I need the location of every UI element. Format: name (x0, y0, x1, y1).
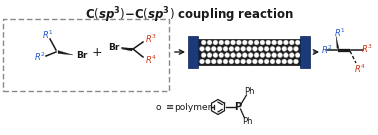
Circle shape (260, 53, 265, 58)
Circle shape (235, 46, 240, 51)
Text: Ph: Ph (244, 87, 255, 97)
Circle shape (237, 40, 242, 45)
Circle shape (277, 53, 282, 58)
Circle shape (242, 40, 247, 45)
Text: o: o (155, 102, 161, 112)
Circle shape (282, 59, 287, 64)
Circle shape (219, 40, 224, 45)
Text: $\equiv$: $\equiv$ (164, 102, 175, 112)
Circle shape (288, 59, 293, 64)
Circle shape (254, 53, 259, 58)
Text: $R^2$: $R^2$ (34, 51, 46, 63)
Circle shape (211, 46, 216, 51)
Text: P: P (234, 102, 241, 112)
Circle shape (235, 59, 240, 64)
Circle shape (253, 46, 257, 51)
Circle shape (223, 59, 228, 64)
Circle shape (289, 53, 294, 58)
Polygon shape (338, 48, 350, 51)
Circle shape (217, 46, 222, 51)
Circle shape (200, 46, 204, 51)
Circle shape (231, 40, 235, 45)
Circle shape (225, 53, 229, 58)
Text: $R^3$: $R^3$ (145, 33, 157, 45)
Circle shape (289, 40, 294, 45)
Polygon shape (58, 50, 73, 55)
Text: Br: Br (76, 50, 88, 60)
Circle shape (225, 40, 229, 45)
Text: $R^3$: $R^3$ (361, 43, 373, 55)
Circle shape (266, 40, 271, 45)
Circle shape (248, 53, 253, 58)
Polygon shape (336, 36, 339, 48)
Circle shape (272, 40, 277, 45)
Circle shape (264, 59, 269, 64)
Text: $R^1$: $R^1$ (42, 29, 54, 41)
Circle shape (277, 40, 282, 45)
Circle shape (205, 46, 210, 51)
Circle shape (231, 53, 235, 58)
Circle shape (229, 46, 234, 51)
Circle shape (264, 46, 269, 51)
Circle shape (270, 46, 275, 51)
Circle shape (276, 46, 281, 51)
Circle shape (288, 46, 293, 51)
Text: Br: Br (108, 43, 120, 51)
Circle shape (201, 40, 206, 45)
Circle shape (254, 40, 259, 45)
Circle shape (223, 46, 228, 51)
Polygon shape (122, 48, 132, 51)
Circle shape (237, 53, 242, 58)
Bar (198, 39, 300, 65)
Circle shape (201, 53, 206, 58)
Circle shape (294, 46, 299, 51)
Text: $R^2$: $R^2$ (321, 44, 333, 56)
Circle shape (205, 59, 210, 64)
Circle shape (246, 46, 251, 51)
Circle shape (295, 40, 300, 45)
Circle shape (217, 59, 222, 64)
Circle shape (246, 59, 251, 64)
Circle shape (213, 53, 218, 58)
Text: Ph: Ph (242, 117, 253, 126)
Circle shape (241, 59, 246, 64)
Circle shape (200, 59, 204, 64)
Text: +: + (92, 45, 102, 58)
Bar (300, 36, 310, 68)
Text: $R^4$: $R^4$ (145, 54, 157, 66)
Circle shape (207, 40, 212, 45)
Circle shape (276, 59, 281, 64)
Circle shape (213, 40, 218, 45)
Text: $R^1$: $R^1$ (334, 27, 346, 39)
Circle shape (258, 59, 263, 64)
Circle shape (207, 53, 212, 58)
Circle shape (270, 59, 275, 64)
Circle shape (248, 40, 253, 45)
Circle shape (229, 59, 234, 64)
Circle shape (241, 46, 246, 51)
Circle shape (258, 46, 263, 51)
Circle shape (272, 53, 277, 58)
Text: $\mathbf{C}$($\bfit{sp}$$^{\mathbf{3}}$)$\mathbf{-C}$($\bfit{sp}$$^{\mathbf{3}}$: $\mathbf{C}$($\bfit{sp}$$^{\mathbf{3}}$)… (85, 5, 293, 25)
Circle shape (282, 46, 287, 51)
Circle shape (266, 53, 271, 58)
Circle shape (295, 53, 300, 58)
Text: polymer: polymer (174, 102, 211, 112)
Circle shape (253, 59, 257, 64)
Circle shape (260, 40, 265, 45)
Text: $R^4$: $R^4$ (354, 63, 366, 75)
Circle shape (284, 40, 288, 45)
Circle shape (219, 53, 224, 58)
Circle shape (242, 53, 247, 58)
Circle shape (284, 53, 288, 58)
Circle shape (294, 59, 299, 64)
Bar (188, 36, 198, 68)
Circle shape (211, 59, 216, 64)
